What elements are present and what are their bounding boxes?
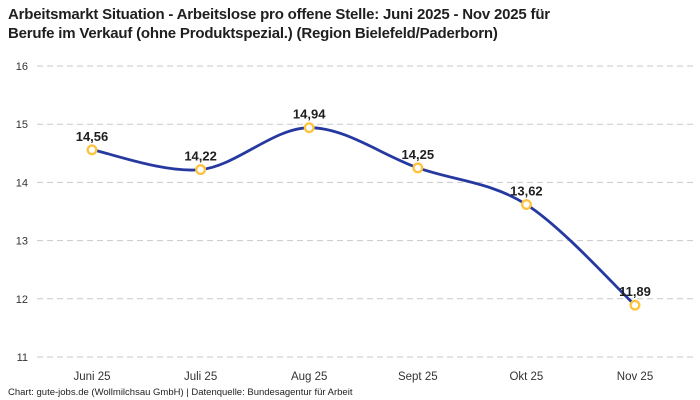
x-tick-label: Okt 25 bbox=[509, 371, 543, 383]
x-tick-label: Aug 25 bbox=[291, 371, 327, 383]
data-point-marker bbox=[520, 199, 532, 210]
y-tick-label: 16 bbox=[16, 61, 28, 73]
data-point-marker bbox=[629, 299, 641, 311]
data-point-marker bbox=[412, 162, 424, 174]
data-point-label: 11,89 bbox=[619, 284, 651, 299]
chart-title-line1: Arbeitsmarkt Situation - Arbeitslose pro… bbox=[8, 6, 550, 23]
x-tick-label: Juli 25 bbox=[184, 371, 217, 383]
line-series-path bbox=[90, 126, 637, 307]
x-tick-label: Sept 25 bbox=[398, 371, 438, 383]
chart-title-line2: Berufe im Verkauf (ohne Produktspezial.)… bbox=[8, 25, 498, 42]
chart-title: Arbeitsmarkt Situation - Arbeitslose pro… bbox=[8, 5, 550, 43]
data-point-label: 14,56 bbox=[76, 129, 109, 144]
y-tick-label: 14 bbox=[16, 177, 28, 189]
x-tick-label: Juni 25 bbox=[73, 371, 110, 383]
data-point-marker bbox=[86, 144, 98, 156]
data-point-label: 13,62 bbox=[510, 184, 543, 199]
data-point-label: 14,25 bbox=[402, 147, 435, 162]
x-tick-label: Nov 25 bbox=[617, 371, 653, 383]
chart-credit: Chart: gute-jobs.de (Wollmilchsau GmbH) … bbox=[8, 387, 353, 398]
data-point-label: 14,94 bbox=[293, 107, 326, 122]
y-tick-label: 12 bbox=[16, 294, 28, 306]
data-point-marker bbox=[195, 164, 207, 176]
data-point-label: 14,22 bbox=[184, 149, 217, 164]
y-tick-label: 11 bbox=[17, 352, 28, 364]
y-tick-label: 13 bbox=[16, 236, 28, 248]
y-tick-label: 15 bbox=[16, 119, 28, 131]
data-point-marker bbox=[303, 122, 315, 134]
